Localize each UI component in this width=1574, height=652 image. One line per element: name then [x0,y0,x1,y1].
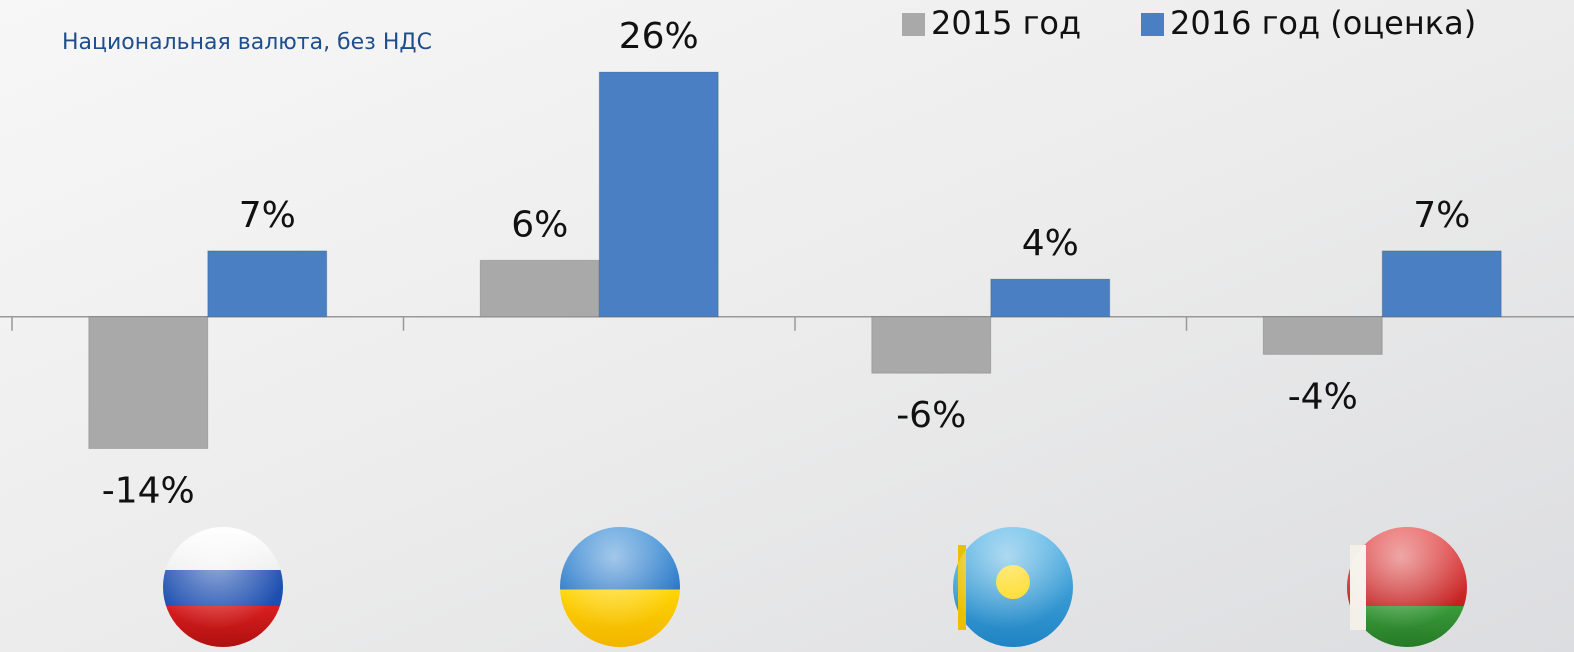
data-label: -14% [102,471,195,512]
data-label: 7% [1413,195,1470,236]
gloss [560,527,680,647]
legend-swatch [902,13,925,36]
bar [990,278,1111,318]
flags [163,527,1467,647]
data-label: -4% [1288,376,1358,417]
data-label: 4% [1022,223,1079,264]
data-label: -6% [896,395,966,436]
legend-swatch [1141,13,1164,36]
gloss [953,527,1073,647]
bar [207,250,328,318]
bar [598,71,719,318]
bar [88,316,209,450]
bar [479,259,600,318]
bar [871,316,992,374]
gloss [1347,527,1467,647]
data-label: 7% [239,195,296,236]
legend-label: 2016 год (оценка) [1170,4,1476,42]
bar [1381,250,1502,318]
chart-subtitle: Национальная валюта, без НДС [62,30,432,55]
legend-label: 2015 год [931,4,1081,42]
bar [1262,316,1383,355]
data-label: 26% [619,16,699,57]
data-label: 6% [511,204,568,245]
gloss [163,527,283,647]
